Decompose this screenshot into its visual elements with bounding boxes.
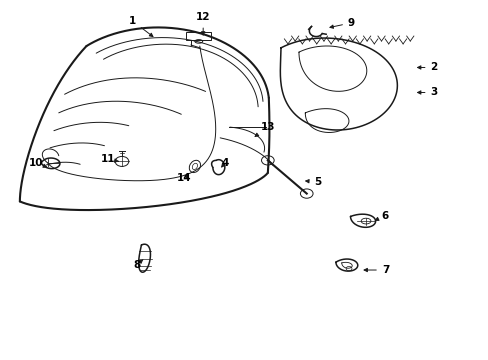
Text: 2: 2	[417, 63, 437, 72]
Text: 1: 1	[129, 16, 153, 37]
Text: 14: 14	[176, 173, 191, 183]
Text: 8: 8	[133, 260, 142, 270]
Text: 7: 7	[364, 265, 388, 275]
Bar	[186, 32, 211, 40]
Text: 10: 10	[29, 158, 47, 168]
Text: 13: 13	[255, 122, 275, 136]
Text: 3: 3	[417, 87, 437, 98]
Text: 5: 5	[305, 177, 321, 187]
Text: 6: 6	[374, 211, 387, 221]
Text: 4: 4	[221, 158, 228, 168]
Text: 12: 12	[196, 13, 210, 35]
Text: 9: 9	[329, 18, 354, 28]
Text: 11: 11	[101, 154, 118, 164]
